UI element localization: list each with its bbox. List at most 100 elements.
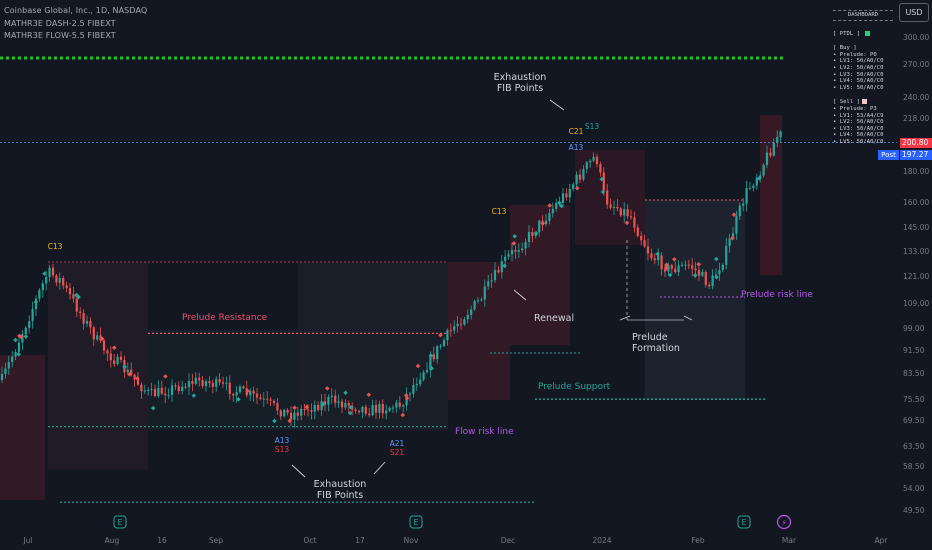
candle-body (11, 356, 14, 362)
candle-body (697, 270, 701, 276)
candle-body (459, 323, 463, 325)
candle-body (153, 389, 157, 397)
fib-point-mark (163, 374, 168, 379)
fib-point-mark (347, 410, 353, 416)
x-tick-label: Apr (875, 536, 889, 545)
candle-body (517, 250, 520, 252)
candle-body (310, 410, 313, 412)
levels-layer (0, 56, 897, 503)
fib-marks-layer (13, 176, 762, 424)
candle-body (228, 382, 231, 394)
candle-body (725, 245, 728, 265)
candle-body (718, 270, 721, 275)
candle-body (385, 410, 388, 414)
candle-body (776, 137, 779, 143)
fib-point-mark (320, 401, 326, 407)
fib-point-mark (343, 390, 348, 396)
candle-body (303, 408, 306, 410)
candle-body (136, 379, 140, 385)
prelude-zone (48, 262, 148, 470)
candle-body (7, 361, 10, 369)
candle-body (432, 354, 435, 360)
candle-body (419, 379, 422, 385)
candle-body (204, 381, 208, 387)
sell-square-icon (861, 99, 867, 105)
candle-body (14, 351, 17, 357)
annotation-arrow (513, 289, 527, 301)
fib-point-mark (99, 336, 105, 341)
flow-risk-label: Flow risk line (455, 427, 514, 437)
candle-body (490, 280, 493, 282)
zone-layer (0, 115, 782, 500)
fib-point-mark (304, 404, 310, 410)
candle-body (232, 393, 235, 396)
candle-body (45, 276, 48, 284)
fib-label: A13 (275, 436, 290, 445)
y-tick-label: 91.50 (903, 346, 925, 355)
y-tick-label: 133.00 (903, 247, 929, 256)
candle-body (218, 379, 221, 383)
candle-body (453, 326, 456, 331)
candle-body (378, 403, 381, 413)
candle-body (609, 204, 612, 208)
candle-body (187, 381, 191, 388)
annotation-arrow (619, 315, 631, 321)
candle-body (300, 408, 303, 416)
candle-body (92, 327, 95, 340)
candle-body (28, 321, 31, 328)
candle-body (476, 300, 480, 302)
candle-body (48, 267, 51, 277)
renewal-label: Renewal (534, 313, 574, 324)
candle-body (126, 369, 129, 373)
candle-body (133, 374, 136, 380)
candle-body (572, 184, 575, 189)
candle-body (317, 404, 320, 411)
candle-body (79, 311, 82, 314)
candle-body (276, 403, 279, 411)
prelude-formation-label: Prelude (632, 332, 668, 343)
candle-body (466, 314, 469, 320)
candle-body (75, 298, 78, 312)
candle-body (330, 395, 333, 398)
candle-body (643, 240, 646, 247)
currency-button[interactable]: USD (899, 3, 929, 22)
annotation-arrow (373, 461, 386, 475)
candle-body (551, 208, 554, 214)
fib-label: C13 (48, 242, 63, 251)
candle-body (769, 152, 772, 156)
candle-body (626, 209, 629, 217)
symbol-legend: Coinbase Global, Inc., 1D, NASDAQ (4, 6, 148, 15)
x-tick-label: Aug (105, 536, 120, 545)
candle-body (527, 231, 531, 242)
candle-body (585, 162, 588, 169)
candle-body (446, 330, 449, 341)
candle-body (650, 253, 653, 259)
buy-row: • LV5: 50/A0/C0 (833, 84, 884, 91)
sell-row: • LV5: 50/A0/C0 (833, 138, 884, 145)
candle-body (442, 340, 446, 346)
candle-body (606, 190, 609, 205)
candle-body (510, 250, 514, 255)
fib-point-mark (33, 299, 39, 305)
candle-body (62, 277, 65, 286)
candle-body (38, 290, 41, 299)
candle-body (677, 265, 680, 273)
candle-body (293, 412, 296, 420)
candle-body (599, 164, 602, 173)
annotations-layer: C13A13S13A21S21C13C21S13A13ExhaustionFIB… (48, 72, 814, 501)
candle-body (555, 203, 558, 209)
candle-body (31, 309, 34, 322)
candle-body (565, 193, 568, 198)
candle-body (24, 327, 27, 335)
fib-point-mark (191, 393, 197, 398)
post-label: Post (878, 150, 899, 160)
y-tick-label: 99.00 (903, 324, 925, 333)
candle-body (170, 385, 174, 395)
candle-body (320, 401, 323, 411)
candle-body (582, 168, 585, 180)
candle-body (602, 172, 605, 191)
fib-point-mark (325, 386, 330, 391)
candle-body (711, 275, 714, 287)
fib-point-mark (292, 405, 297, 411)
